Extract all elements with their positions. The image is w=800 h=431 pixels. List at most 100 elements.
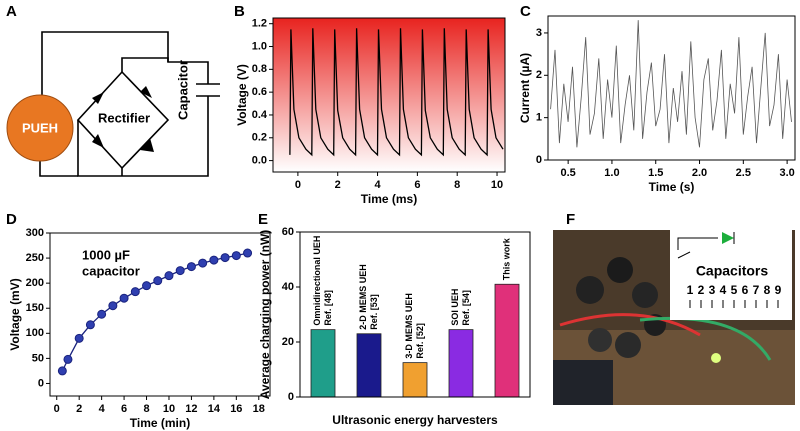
- capacitor-number: 9: [775, 283, 782, 297]
- plot-frame: [49, 232, 271, 397]
- data-point: [231, 251, 241, 261]
- bar: [494, 283, 520, 398]
- data-point: [153, 276, 163, 286]
- y-tick-label: 1.2: [252, 18, 267, 30]
- capacitor-label: Capacitor: [175, 60, 190, 120]
- capacitor-number: 3: [709, 283, 716, 297]
- data-point: [220, 253, 230, 263]
- plot-frame: [272, 17, 506, 173]
- bar: [356, 333, 382, 398]
- y-axis-label: Current (µA): [518, 53, 532, 123]
- data-point: [243, 248, 253, 258]
- x-tick-label: 8: [454, 179, 460, 191]
- y-tick-label: 60: [282, 226, 294, 238]
- x-tick-label: 6: [121, 403, 127, 415]
- panel-label: B: [234, 3, 245, 20]
- bar: [448, 329, 474, 398]
- data-point: [142, 281, 152, 291]
- x-tick-label: 12: [185, 403, 197, 415]
- panel-label: D: [6, 211, 17, 228]
- bar: [310, 329, 336, 398]
- plot-background: [273, 18, 505, 172]
- capacitor-number: 7: [753, 283, 760, 297]
- data-line: [289, 28, 504, 157]
- capacitor-number: 4: [720, 283, 727, 297]
- bar-label: This work: [501, 237, 511, 280]
- source-circle: [6, 94, 74, 162]
- panel-label: F: [566, 211, 575, 228]
- x-tick-label: 1.5: [648, 167, 663, 179]
- annotation: 1000 µF: [82, 247, 130, 262]
- x-axis-label: Time (s): [649, 180, 695, 194]
- x-tick-label: 0: [54, 403, 60, 415]
- panel-label: A: [6, 3, 17, 20]
- plot-frame: [299, 231, 531, 398]
- circuit: [39, 31, 220, 177]
- x-tick-label: 4: [99, 403, 106, 415]
- x-tick-label: 2.0: [692, 167, 707, 179]
- y-tick-label: 250: [26, 252, 44, 264]
- panel-label: C: [520, 3, 531, 20]
- data-point: [198, 258, 208, 268]
- x-tick-label: 6: [414, 179, 420, 191]
- bar-label: 3-D MEMS UEH: [404, 293, 414, 359]
- x-axis-label: Ultrasonic energy harvesters: [332, 413, 498, 427]
- x-axis-label: Time (ms): [361, 192, 417, 206]
- y-tick-label: 0: [288, 391, 294, 403]
- bar-label: Ref. [54]: [461, 290, 471, 326]
- y-tick-label: 0.6: [252, 86, 267, 98]
- data-point: [63, 354, 73, 364]
- x-tick-label: 16: [230, 403, 242, 415]
- x-tick-label: 10: [491, 179, 503, 191]
- data-point: [186, 262, 196, 272]
- y-tick-label: 0: [38, 377, 44, 389]
- y-tick-label: 40: [282, 281, 294, 293]
- bar-label: Ref. [48]: [323, 290, 333, 326]
- rectifier-label: Rectifier: [98, 110, 150, 125]
- panel-label: E: [258, 211, 268, 228]
- y-tick-label: 1.0: [252, 40, 267, 52]
- diodes: [92, 86, 154, 152]
- annotation: capacitor: [82, 263, 140, 278]
- data-point: [85, 320, 95, 330]
- y-tick-label: 100: [26, 327, 44, 339]
- y-tick-label: 150: [26, 302, 44, 314]
- y-tick-label: 0: [536, 154, 542, 166]
- x-tick-label: 2: [335, 179, 341, 191]
- data-point: [209, 255, 219, 265]
- bar-label: 2-D MEMS UEH: [358, 264, 368, 330]
- y-axis-label: Voltage (mV): [8, 278, 22, 350]
- capacitor-number: 8: [764, 283, 771, 297]
- bar-label: Omnidirectional UEH: [312, 236, 322, 326]
- x-tick-label: 8: [143, 403, 149, 415]
- data-point: [119, 293, 129, 303]
- y-tick-label: 0.8: [252, 63, 267, 75]
- bar-label: Ref. [53]: [369, 294, 379, 330]
- data-line: [550, 20, 792, 148]
- x-tick-label: 3.0: [779, 167, 794, 179]
- x-tick-label: 14: [208, 403, 221, 415]
- capacitor-number: 2: [698, 283, 705, 297]
- y-tick-label: 20: [282, 336, 294, 348]
- data-point: [130, 287, 140, 297]
- y-tick-label: 200: [26, 277, 44, 289]
- y-tick-label: 3: [536, 27, 542, 39]
- y-tick-label: 300: [26, 227, 44, 239]
- y-tick-label: 0.0: [252, 154, 267, 166]
- x-tick-label: 18: [253, 403, 265, 415]
- data-point: [57, 366, 67, 376]
- capacitor-number: 1: [687, 283, 694, 297]
- data-point: [97, 309, 107, 319]
- y-axis-label: Average charging power (nW): [258, 230, 272, 400]
- data-point: [74, 333, 84, 343]
- data-point: [164, 271, 174, 281]
- photo-title: Capacitors: [696, 263, 769, 279]
- y-tick-label: 2: [536, 69, 542, 81]
- y-tick-label: 1: [536, 112, 542, 124]
- capacitor-number: 6: [742, 283, 749, 297]
- x-tick-label: 4: [374, 179, 381, 191]
- bar: [402, 362, 428, 398]
- x-tick-label: 1.0: [604, 167, 619, 179]
- y-axis-label: Voltage (V): [235, 64, 249, 126]
